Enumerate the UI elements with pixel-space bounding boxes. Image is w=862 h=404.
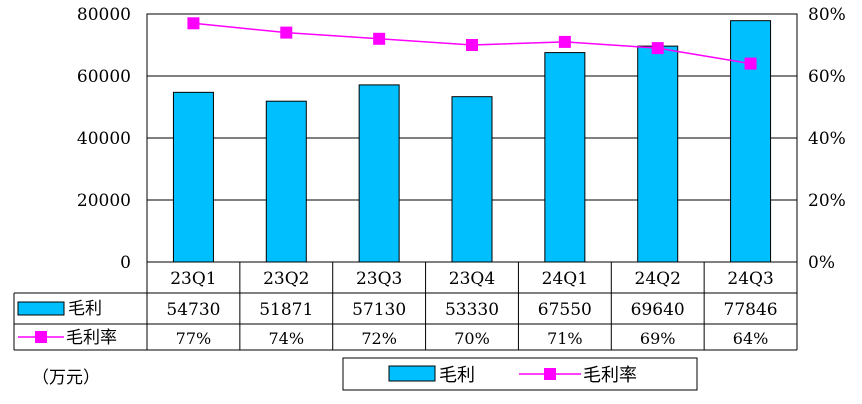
data-label-line: 71%: [547, 329, 583, 348]
bar: [358, 84, 400, 263]
data-label-bar: 53330: [445, 300, 499, 320]
row-label-line: 毛利率: [66, 328, 117, 348]
data-label-bar: 67550: [538, 300, 592, 320]
data-label-bar: 69640: [631, 300, 685, 320]
bar: [544, 52, 586, 263]
y-right-tick-label: 0%: [808, 253, 835, 273]
category-label: 24Q2: [635, 269, 681, 289]
category-label: 24Q3: [727, 269, 773, 289]
line-point: [744, 57, 757, 70]
bar: [730, 20, 772, 263]
data-label-bar: 77846: [724, 300, 778, 320]
category-label: 24Q1: [542, 269, 588, 289]
category-label: 23Q2: [263, 269, 309, 289]
table-row-bars: 毛利 54730 51871 57130 53330 67550 69640 77846: [17, 299, 778, 320]
data-label-line: 77%: [176, 329, 212, 348]
line-point: [280, 26, 293, 39]
data-label-line: 74%: [269, 329, 305, 348]
x-category-labels: 23Q1 23Q2 23Q3 23Q4 24Q1 24Q2 24Q3: [170, 269, 774, 289]
data-label-bar: 51871: [259, 300, 313, 320]
bar: [265, 100, 307, 263]
data-label-bar: 54730: [166, 300, 220, 320]
table-row-line: 毛利率 77% 74% 72% 70% 71% 69% 64%: [18, 328, 768, 348]
y-left-tick-label: 20000: [77, 191, 131, 211]
data-label-line: 70%: [454, 329, 490, 348]
y-left-ticks: 0 20000 40000 60000 80000: [77, 5, 131, 273]
y-right-tick-label: 60%: [808, 67, 846, 87]
data-table: [13, 262, 798, 351]
category-label: 23Q4: [449, 269, 495, 289]
y-left-tick-label: 0: [120, 253, 131, 273]
bar: [451, 96, 493, 263]
line-point: [187, 17, 200, 30]
data-label-bar: 57130: [352, 300, 406, 320]
legend-swatch-bar: [17, 301, 65, 316]
legend: 毛利 毛利率: [342, 357, 698, 391]
legend-marker-sample: [35, 331, 47, 343]
legend-label-bar: 毛利: [439, 365, 475, 386]
category-label: 23Q3: [356, 269, 402, 289]
bar: [172, 91, 214, 263]
category-label: 23Q1: [170, 269, 216, 289]
data-label-line: 72%: [361, 329, 397, 348]
y-right-tick-label: 40%: [808, 129, 846, 149]
line-point: [558, 35, 571, 48]
unit-label: （万元）: [32, 368, 100, 388]
bar: [637, 45, 679, 263]
data-label-line: 69%: [640, 329, 676, 348]
y-right-tick-label: 80%: [808, 5, 846, 25]
y-right-ticks: 0% 20% 40% 60% 80%: [808, 5, 846, 273]
y-left-tick-label: 80000: [77, 5, 131, 25]
legend-marker-sample: [544, 368, 556, 380]
y-left-tick-label: 40000: [77, 129, 131, 149]
legend-swatch-bar: [388, 365, 436, 382]
row-label-bar: 毛利: [68, 299, 102, 319]
bar-series: [172, 20, 772, 263]
line-point: [466, 39, 478, 51]
legend-label-line: 毛利率: [583, 365, 637, 386]
line-point: [373, 32, 386, 45]
line-point: [651, 42, 664, 55]
line-markers: [187, 17, 757, 70]
y-left-tick-label: 60000: [77, 67, 131, 87]
y-right-tick-label: 20%: [808, 191, 846, 211]
data-label-line: 64%: [733, 329, 769, 348]
